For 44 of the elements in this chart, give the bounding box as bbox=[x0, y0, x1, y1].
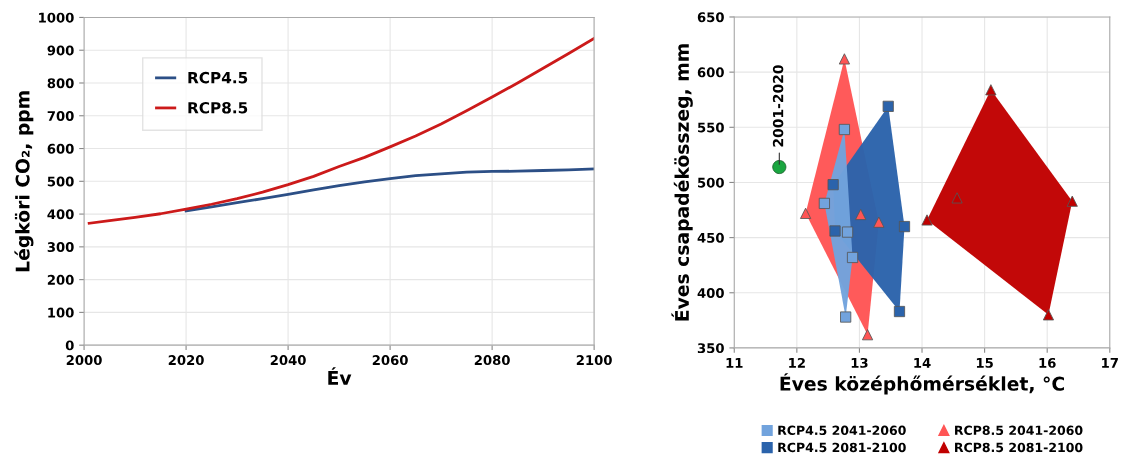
x-tick-label: 16 bbox=[1039, 357, 1056, 368]
x-axis-title: Év bbox=[328, 367, 352, 385]
y-tick-label: 200 bbox=[47, 274, 74, 285]
legend-label: RCP4.5 2041-2060 bbox=[778, 425, 906, 436]
y-axis-title: Éves csapadékösszeg, mm bbox=[671, 44, 693, 321]
y-tick-label: 350 bbox=[697, 343, 724, 354]
y-tick-label: 500 bbox=[698, 177, 724, 188]
y-tick-label: 1000 bbox=[39, 12, 74, 23]
y-tick-label: 600 bbox=[697, 67, 724, 78]
legend-label: RCP8.5 bbox=[188, 101, 248, 114]
x-tick-label: 2100 bbox=[576, 355, 612, 366]
legend-label: RCP4.5 2081-2100 bbox=[778, 442, 906, 453]
line-series bbox=[184, 167, 595, 213]
y-tick-label: 450 bbox=[697, 232, 724, 243]
y-tick-label: 400 bbox=[47, 209, 74, 220]
y-tick-label: 300 bbox=[47, 242, 74, 253]
legend-label: RCP8.5 2041-2060 bbox=[955, 425, 1083, 436]
legend-label: RCP8.5 2081-2100 bbox=[955, 442, 1083, 453]
legend-label: RCP4.5 bbox=[188, 71, 248, 84]
x-tick-label: 12 bbox=[789, 357, 805, 368]
y-tick-label: 500 bbox=[47, 176, 74, 187]
x-axis-title: Éves középhőmérséklet, °C bbox=[780, 373, 1064, 395]
x-tick-label: 2020 bbox=[168, 355, 204, 366]
y-tick-label: 700 bbox=[47, 110, 74, 121]
y-axis-title: Légköri CO₂, ppm bbox=[14, 91, 34, 272]
y-tick-label: 400 bbox=[697, 287, 724, 298]
line-series bbox=[87, 37, 595, 225]
x-tick-label: 14 bbox=[914, 358, 931, 368]
y-tick-label: 900 bbox=[47, 45, 74, 56]
x-tick-label: 2060 bbox=[372, 355, 408, 366]
y-tick-label: 800 bbox=[47, 78, 74, 89]
x-tick-label: 11 bbox=[726, 358, 743, 368]
x-tick-label: 2040 bbox=[270, 355, 306, 366]
x-tick-label: 2000 bbox=[66, 355, 102, 366]
x-tick-label: 2080 bbox=[474, 355, 510, 366]
y-tick-label: 100 bbox=[48, 307, 74, 318]
y-tick-label: 650 bbox=[697, 12, 724, 23]
y-tick-label: 550 bbox=[698, 122, 724, 133]
y-tick-label: 600 bbox=[47, 143, 74, 154]
x-tick-label: 15 bbox=[976, 358, 993, 368]
x-tick-label: 13 bbox=[851, 357, 868, 368]
x-tick-label: 17 bbox=[1102, 358, 1118, 368]
annotation: 2001-2020 bbox=[772, 65, 784, 147]
y-tick-label: 0 bbox=[65, 340, 74, 351]
